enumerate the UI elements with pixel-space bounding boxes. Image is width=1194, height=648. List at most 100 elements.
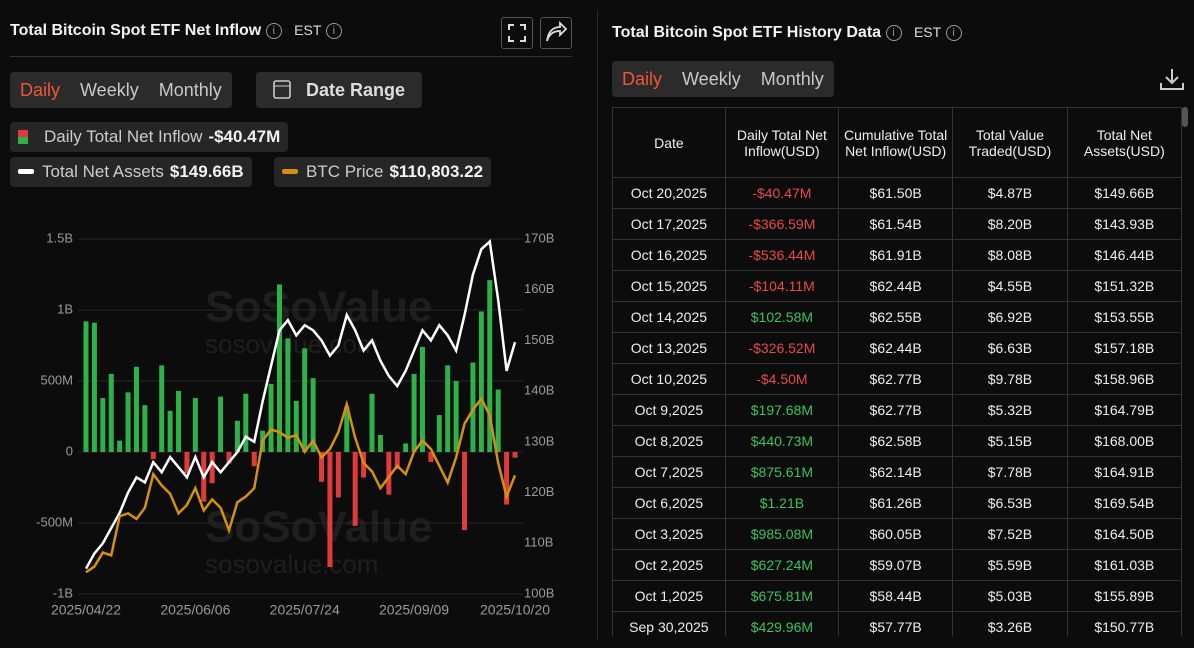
bar bbox=[251, 452, 257, 467]
column-header: Total Net Assets(USD) bbox=[1067, 108, 1182, 178]
bar bbox=[176, 390, 182, 452]
legend-value: $110,803.22 bbox=[389, 162, 484, 181]
table-cell: $62.58B bbox=[838, 425, 954, 457]
table-cell: $675.81M bbox=[725, 580, 840, 612]
table-cell: $440.73M bbox=[725, 425, 840, 457]
right-header: Total Bitcoin Spot ETF History Data i ES… bbox=[612, 24, 962, 42]
date-range-button[interactable]: Date Range bbox=[256, 72, 422, 108]
tab[interactable]: Daily bbox=[20, 79, 61, 100]
table-cell: $5.32B bbox=[952, 394, 1068, 426]
table-cell: $62.14B bbox=[838, 456, 954, 488]
tab[interactable]: Weekly bbox=[682, 68, 741, 89]
bar bbox=[428, 452, 434, 462]
legend-item[interactable]: BTC Price $110,803.22 bbox=[274, 157, 492, 187]
table-cell: -$104.11M bbox=[725, 270, 840, 302]
table-cell: $429.96M bbox=[725, 611, 840, 636]
bar bbox=[117, 440, 123, 452]
table-cell: $164.50B bbox=[1067, 518, 1182, 550]
date-range: Date Range bbox=[306, 79, 406, 100]
watermark: sosovalue.com bbox=[205, 329, 378, 359]
column-header: Date bbox=[613, 108, 726, 178]
y2-tick-label: 110B bbox=[524, 535, 553, 550]
table-cell: Oct 16,2025 bbox=[613, 239, 726, 271]
watermark: sosovalue.com bbox=[205, 549, 378, 579]
y-tick-label: -1B bbox=[53, 585, 73, 600]
tab[interactable]: Monthly bbox=[158, 79, 222, 100]
scrollbar[interactable] bbox=[1182, 107, 1188, 127]
bar bbox=[125, 392, 131, 452]
legend-swatch bbox=[282, 169, 298, 174]
table-cell: $4.55B bbox=[952, 270, 1068, 302]
table-cell: $6.53B bbox=[952, 487, 1068, 519]
y-tick-label: -500M bbox=[36, 514, 73, 529]
column-header: Cumulative Total Net Inflow(USD) bbox=[838, 108, 954, 178]
bar bbox=[150, 452, 156, 460]
bar bbox=[276, 284, 282, 452]
bar bbox=[133, 366, 139, 452]
tab[interactable]: Monthly bbox=[760, 68, 824, 89]
y2-tick-label: 140B bbox=[524, 383, 554, 398]
y-tick-label: 0 bbox=[66, 443, 73, 458]
share-button[interactable] bbox=[540, 17, 572, 49]
y2-tick-label: 150B bbox=[524, 332, 554, 347]
table-cell: $153.55B bbox=[1067, 301, 1182, 333]
legend-item[interactable]: Total Net Assets $149.66B bbox=[10, 157, 252, 187]
table-cell: $151.32B bbox=[1067, 270, 1182, 302]
header-row: Date Daily Total Net Inflow(USD) Cumulativ… bbox=[613, 108, 1182, 178]
bar bbox=[462, 452, 468, 531]
table-cell: $60.05B bbox=[838, 518, 954, 550]
legend-swatch bbox=[18, 169, 34, 174]
table-row: Oct 14,2025 $102.58M $62.55B $6.92B $153.55B bbox=[613, 301, 1182, 333]
table-row: Oct 17,2025 -$366.59M $61.54B $8.20B $143.93… bbox=[613, 208, 1182, 240]
tab[interactable]: Weekly bbox=[80, 79, 139, 100]
table-cell: $59.07B bbox=[838, 549, 954, 581]
table-cell: Sep 30,2025 bbox=[613, 611, 726, 636]
info-icon[interactable]: i bbox=[265, 22, 282, 39]
bar bbox=[436, 415, 442, 452]
bar bbox=[453, 381, 459, 452]
table-cell: $62.77B bbox=[838, 363, 954, 395]
info-icon[interactable]: i bbox=[325, 22, 342, 39]
table-cell: $61.50B bbox=[838, 177, 954, 209]
table-cell: $62.44B bbox=[838, 270, 954, 302]
y2-tick-label: 130B bbox=[524, 433, 554, 448]
bar bbox=[234, 420, 240, 452]
table-row: Oct 8,2025 $440.73M $62.58B $5.15B $168.00B bbox=[613, 425, 1182, 457]
watermark: SoSoValue bbox=[205, 283, 432, 332]
table-row: Oct 2,2025 $627.24M $59.07B $5.59B $161.03B bbox=[613, 549, 1182, 581]
info-icon[interactable]: i bbox=[945, 24, 962, 41]
divider bbox=[10, 56, 572, 57]
table-cell: $158.96B bbox=[1067, 363, 1182, 395]
bar bbox=[142, 405, 148, 452]
table-cell: $102.58M bbox=[725, 301, 840, 333]
tab[interactable]: Daily bbox=[622, 68, 663, 89]
legend-name: Total Net Assets bbox=[42, 162, 164, 181]
table-cell: Oct 6,2025 bbox=[613, 487, 726, 519]
table-cell: $4.87B bbox=[952, 177, 1068, 209]
bar bbox=[512, 452, 518, 458]
table-cell: $164.91B bbox=[1067, 456, 1182, 488]
fullscreen-button[interactable] bbox=[501, 17, 533, 49]
table-cell: $62.44B bbox=[838, 332, 954, 364]
info-icon[interactable]: i bbox=[885, 24, 902, 41]
table-cell: Oct 2,2025 bbox=[613, 549, 726, 581]
table-cell: $8.08B bbox=[952, 239, 1068, 271]
panel-title: Total Bitcoin Spot ETF Net Inflow bbox=[10, 22, 262, 39]
table-cell: Oct 1,2025 bbox=[613, 580, 726, 612]
bar bbox=[361, 452, 367, 478]
table-cell: $62.55B bbox=[838, 301, 954, 333]
history-table: Date Daily Total Net Inflow(USD) Cumulativ… bbox=[613, 108, 1182, 636]
bar bbox=[327, 452, 333, 568]
table-cell: $7.78B bbox=[952, 456, 1068, 488]
table-cell: $62.77B bbox=[838, 394, 954, 426]
table-row: Oct 9,2025 $197.68M $62.77B $5.32B $164.79B bbox=[613, 394, 1182, 426]
table-row: Oct 7,2025 $875.61M $62.14B $7.78B $164.91B bbox=[613, 456, 1182, 488]
bar bbox=[83, 321, 89, 452]
table-cell: Oct 3,2025 bbox=[613, 518, 726, 550]
bar bbox=[419, 346, 425, 452]
table-cell: -$326.52M bbox=[725, 332, 840, 364]
legend-item[interactable]: Daily Total Net Inflow -$40.47M bbox=[10, 122, 289, 152]
download-button[interactable] bbox=[1158, 66, 1186, 94]
table-cell: Oct 20,2025 bbox=[613, 177, 726, 209]
x-tick-label: 2025/06/06 bbox=[160, 602, 230, 618]
